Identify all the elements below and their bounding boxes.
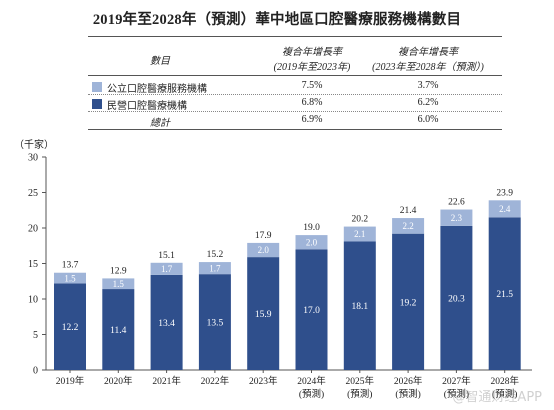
table-bottom-rule — [88, 129, 502, 130]
table-row-public-label: 公立口腔醫療服務機構 — [107, 84, 207, 95]
bar-total-label: 23.9 — [496, 188, 513, 198]
x-tick-label: 2019年 — [56, 375, 85, 387]
bar-value-label-private: 13.4 — [158, 319, 175, 329]
x-tick-label: 2022年 — [201, 375, 230, 387]
bar-value-label-private: 11.4 — [110, 326, 127, 336]
bar-segment-public — [488, 200, 521, 218]
y-tick-label: 30 — [28, 153, 38, 164]
x-tick-label: (預測) — [444, 388, 469, 400]
x-tick-label: 2024年 — [297, 375, 326, 387]
y-tick-label: 10 — [28, 295, 38, 306]
bar-value-label-public: 2.1 — [354, 229, 365, 239]
bar-segment-public — [247, 242, 280, 258]
table-row-total-label: 總計 — [150, 118, 170, 129]
bar-segment-public — [198, 262, 231, 275]
bar-value-label-private: 21.5 — [496, 290, 513, 300]
bar-segment-private — [392, 233, 425, 370]
bar-value-label-private: 15.9 — [255, 310, 272, 320]
y-axis-label: （千家） — [14, 140, 54, 151]
bar-value-label-private: 19.2 — [400, 298, 417, 308]
y-tick-label: 5 — [33, 330, 38, 341]
table-top-rule — [88, 36, 502, 37]
bar-total-label: 17.9 — [255, 231, 272, 241]
bar-segment-public — [295, 235, 328, 250]
table-header-count: 數目 — [150, 56, 170, 67]
bar-segment-public — [102, 278, 135, 290]
bar-value-label-public: 2.0 — [258, 245, 270, 255]
table-row-private-label: 民營口腔醫療機構 — [107, 101, 187, 112]
bar-total-label: 13.7 — [62, 261, 79, 271]
table-row-public-cagr1: 7.5% — [301, 80, 323, 91]
bar-value-label-public: 2.3 — [451, 213, 463, 223]
bar-segment-private — [198, 274, 231, 370]
table-header-cagr2-line2: (2023年至2028年（預測）) — [372, 62, 484, 73]
bar-segment-public — [440, 209, 473, 226]
x-tick-label: 2025年 — [346, 375, 375, 387]
bar-value-label-private: 12.2 — [62, 323, 79, 333]
x-tick-label: (預測) — [395, 388, 420, 400]
table-header-cagr1-line2: (2019年至2023年) — [273, 62, 351, 73]
table-row-divider — [88, 111, 502, 112]
bar-total-label: 22.6 — [448, 198, 465, 208]
x-tick-label: 2023年 — [249, 375, 278, 387]
bar-segment-private — [343, 241, 376, 370]
table-row-public-cagr2: 3.7% — [417, 80, 439, 91]
bar-segment-private — [102, 289, 135, 370]
bar-segment-public — [392, 218, 425, 234]
x-tick-label: 2021年 — [152, 375, 181, 387]
bar-segment-public — [150, 262, 183, 275]
bar-segment-private — [150, 274, 183, 370]
x-tick-label: (預測) — [299, 388, 324, 400]
bar-total-label: 15.1 — [158, 251, 175, 261]
table-header-cagr2-line1: 複合年增長率 — [398, 47, 458, 58]
legend-swatch-private — [92, 99, 102, 109]
bar-total-label: 15.2 — [207, 250, 224, 260]
x-tick-label: 2026年 — [394, 375, 423, 387]
y-tick-label: 0 — [33, 366, 38, 377]
chart-title: 2019年至2028年（預測）華中地區口腔醫療服務機構數目 — [92, 12, 462, 28]
bar-value-label-public: 1.5 — [113, 279, 125, 289]
y-tick-label: 25 — [28, 188, 38, 199]
bar-segment-private — [247, 257, 280, 370]
x-tick-label: 2028年 — [490, 375, 519, 387]
bar-value-label-private: 20.3 — [448, 294, 465, 304]
bar-total-label: 19.0 — [303, 223, 320, 233]
bar-value-label-public: 1.5 — [64, 273, 76, 283]
x-tick-label: 2027年 — [442, 375, 471, 387]
table-row-total-cagr1: 6.9% — [301, 114, 323, 125]
table-row-divider — [88, 94, 502, 95]
bar-segment-public — [343, 226, 376, 242]
table-row-private-cagr1: 6.8% — [301, 97, 323, 108]
bar-value-label-private: 17.0 — [303, 306, 320, 316]
bar-value-label-public: 1.7 — [161, 264, 173, 274]
bar-segment-private — [488, 217, 521, 370]
y-tick-label: 15 — [28, 259, 38, 270]
x-tick-label: (預測) — [492, 388, 517, 400]
bar-value-label-public: 2.0 — [306, 237, 318, 247]
bar-segment-public — [54, 272, 86, 284]
bar-value-label-public: 2.4 — [499, 204, 511, 214]
x-tick-label: 2020年 — [104, 375, 133, 387]
y-tick-label: 20 — [28, 224, 38, 235]
bar-value-label-private: 13.5 — [207, 319, 224, 329]
table-header-cagr1-line1: 複合年增長率 — [282, 47, 342, 58]
legend-swatch-public — [92, 82, 102, 92]
table-row-total-cagr2: 6.0% — [417, 114, 439, 125]
bar-total-label: 21.4 — [400, 206, 417, 216]
bar-total-label: 12.9 — [110, 266, 127, 276]
bar-total-label: 20.2 — [351, 215, 368, 225]
table-header-rule — [88, 75, 502, 76]
bar-value-label-public: 1.7 — [209, 263, 221, 273]
table-row-private-cagr2: 6.2% — [417, 97, 439, 108]
bar-value-label-private: 18.1 — [351, 302, 368, 312]
bar-value-label-public: 2.2 — [402, 221, 413, 231]
bar-segment-private — [54, 283, 86, 370]
x-tick-label: (預測) — [347, 388, 372, 400]
bar-segment-private — [295, 249, 328, 370]
bar-segment-private — [440, 225, 473, 370]
watermark: @智通财经APP — [452, 390, 542, 405]
